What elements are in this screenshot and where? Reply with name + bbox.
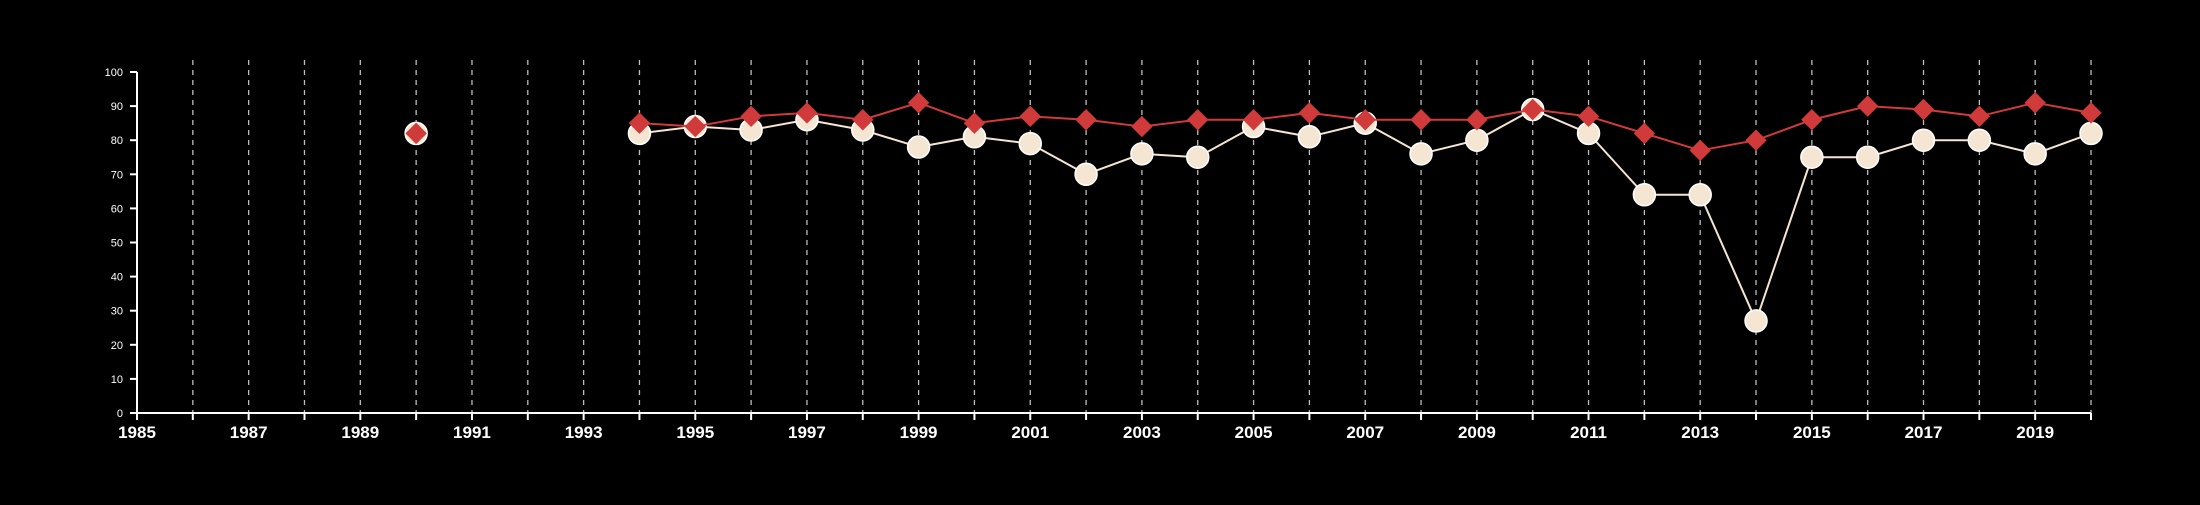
data-point-circle	[2023, 142, 2047, 166]
data-point-diamond	[1856, 95, 1879, 117]
y-tick-label: 30	[111, 306, 123, 318]
series-segment-red	[1979, 101, 2036, 118]
data-point-diamond	[907, 91, 930, 114]
series-segment-red	[2034, 101, 2092, 114]
series-segment-red	[1476, 108, 1533, 121]
data-point-circle	[906, 135, 931, 159]
data-point-diamond	[1633, 122, 1656, 145]
data-point-diamond	[852, 109, 874, 131]
y-tick-label: 60	[111, 203, 123, 215]
x-tick-label: 2005	[1235, 423, 1273, 442]
data-point-diamond	[1242, 109, 1265, 131]
data-point-diamond	[405, 122, 427, 145]
x-tick-label: 1999	[900, 423, 938, 442]
x-tick-label: 1985	[118, 423, 156, 442]
series-segment-red	[1588, 115, 1645, 135]
data-point-circle	[1688, 183, 1712, 207]
x-tick-label: 1997	[788, 423, 826, 442]
series-segment-cream	[1755, 156, 1813, 322]
data-point-diamond	[2080, 102, 2102, 124]
x-tick-label: 2017	[1905, 423, 1943, 442]
y-tick-label: 0	[117, 408, 123, 420]
x-tick-label: 1989	[341, 423, 379, 442]
data-point-diamond	[1912, 98, 1935, 121]
data-point-circle	[1632, 183, 1657, 207]
x-tick-label: 2015	[1793, 423, 1831, 442]
series	[404, 91, 2103, 333]
x-tick-label: 1987	[230, 423, 268, 442]
data-point-diamond	[684, 115, 706, 138]
series-segment-red	[695, 115, 752, 128]
y-tick-label: 50	[111, 238, 123, 250]
data-point-diamond	[1410, 109, 1432, 131]
series-segment-red	[1755, 118, 1813, 142]
data-point-circle	[1185, 145, 1210, 169]
x-tick-label: 1993	[565, 423, 603, 442]
x-tick-label: 2011	[1570, 423, 1607, 442]
x-tick-label: 2013	[1681, 423, 1719, 442]
y-tick-label: 20	[111, 340, 123, 352]
data-point-diamond	[963, 112, 986, 134]
axes: 1985 1987 1989 1991 1993 1995 1997 1999 2001 2003…	[105, 67, 2092, 442]
y-tick-label: 100	[105, 67, 123, 79]
x-tick-label: 2009	[1458, 423, 1496, 442]
series-segment-red	[1811, 105, 1868, 121]
y-tick-label: 10	[111, 374, 123, 386]
x-tick-label: 2001	[1011, 423, 1049, 442]
data-point-circle	[1855, 145, 1880, 169]
series-segment-cream	[1699, 194, 1757, 322]
y-tick-label: 90	[111, 101, 123, 113]
data-point-diamond	[1298, 102, 1321, 124]
data-point-circle	[1074, 162, 1098, 187]
x-tick-label: 1995	[676, 423, 714, 442]
data-point-diamond	[740, 105, 762, 128]
data-point-circle	[1800, 145, 1824, 169]
series-segment-red	[862, 101, 919, 121]
data-point-circle	[1911, 128, 1936, 152]
data-point-circle	[2079, 121, 2103, 146]
data-point-circle	[1744, 309, 1768, 333]
series-segment-red	[918, 101, 975, 125]
data-point-diamond	[1577, 105, 1600, 128]
series-segment-red	[1700, 139, 1757, 152]
x-tick-label: 2007	[1346, 423, 1384, 442]
data-point-diamond	[796, 102, 818, 124]
gridlines	[192, 60, 2092, 413]
data-point-circle	[1130, 142, 1154, 166]
data-point-diamond	[1689, 139, 1711, 162]
data-point-diamond	[1968, 105, 1991, 128]
data-point-diamond	[628, 112, 651, 134]
data-point-diamond	[1466, 109, 1488, 131]
y-tick-label: 40	[111, 272, 123, 284]
data-point-diamond	[1131, 115, 1153, 138]
data-point-diamond	[1354, 109, 1376, 131]
data-point-circle	[1465, 128, 1489, 152]
data-point-circle	[1409, 142, 1433, 166]
data-point-diamond	[1075, 109, 1097, 131]
data-point-diamond	[1522, 98, 1544, 121]
data-point-diamond	[2024, 91, 2046, 114]
data-point-circle	[1967, 128, 1992, 152]
data-point-diamond	[1187, 109, 1209, 131]
data-point-diamond	[1019, 105, 1041, 128]
series-segment-red	[1644, 132, 1701, 152]
data-point-circle	[1297, 125, 1322, 149]
data-point-diamond	[1801, 109, 1823, 131]
x-tick-label: 2019	[2016, 423, 2054, 442]
series-segment-cream	[1587, 132, 1646, 196]
x-tick-label: 2003	[1123, 423, 1161, 442]
data-point-diamond	[1745, 129, 1767, 151]
y-tick-label: 70	[111, 169, 123, 181]
x-tick-label: 1991	[453, 423, 491, 442]
y-tick-label: 80	[111, 135, 123, 147]
data-point-circle	[1018, 131, 1043, 156]
